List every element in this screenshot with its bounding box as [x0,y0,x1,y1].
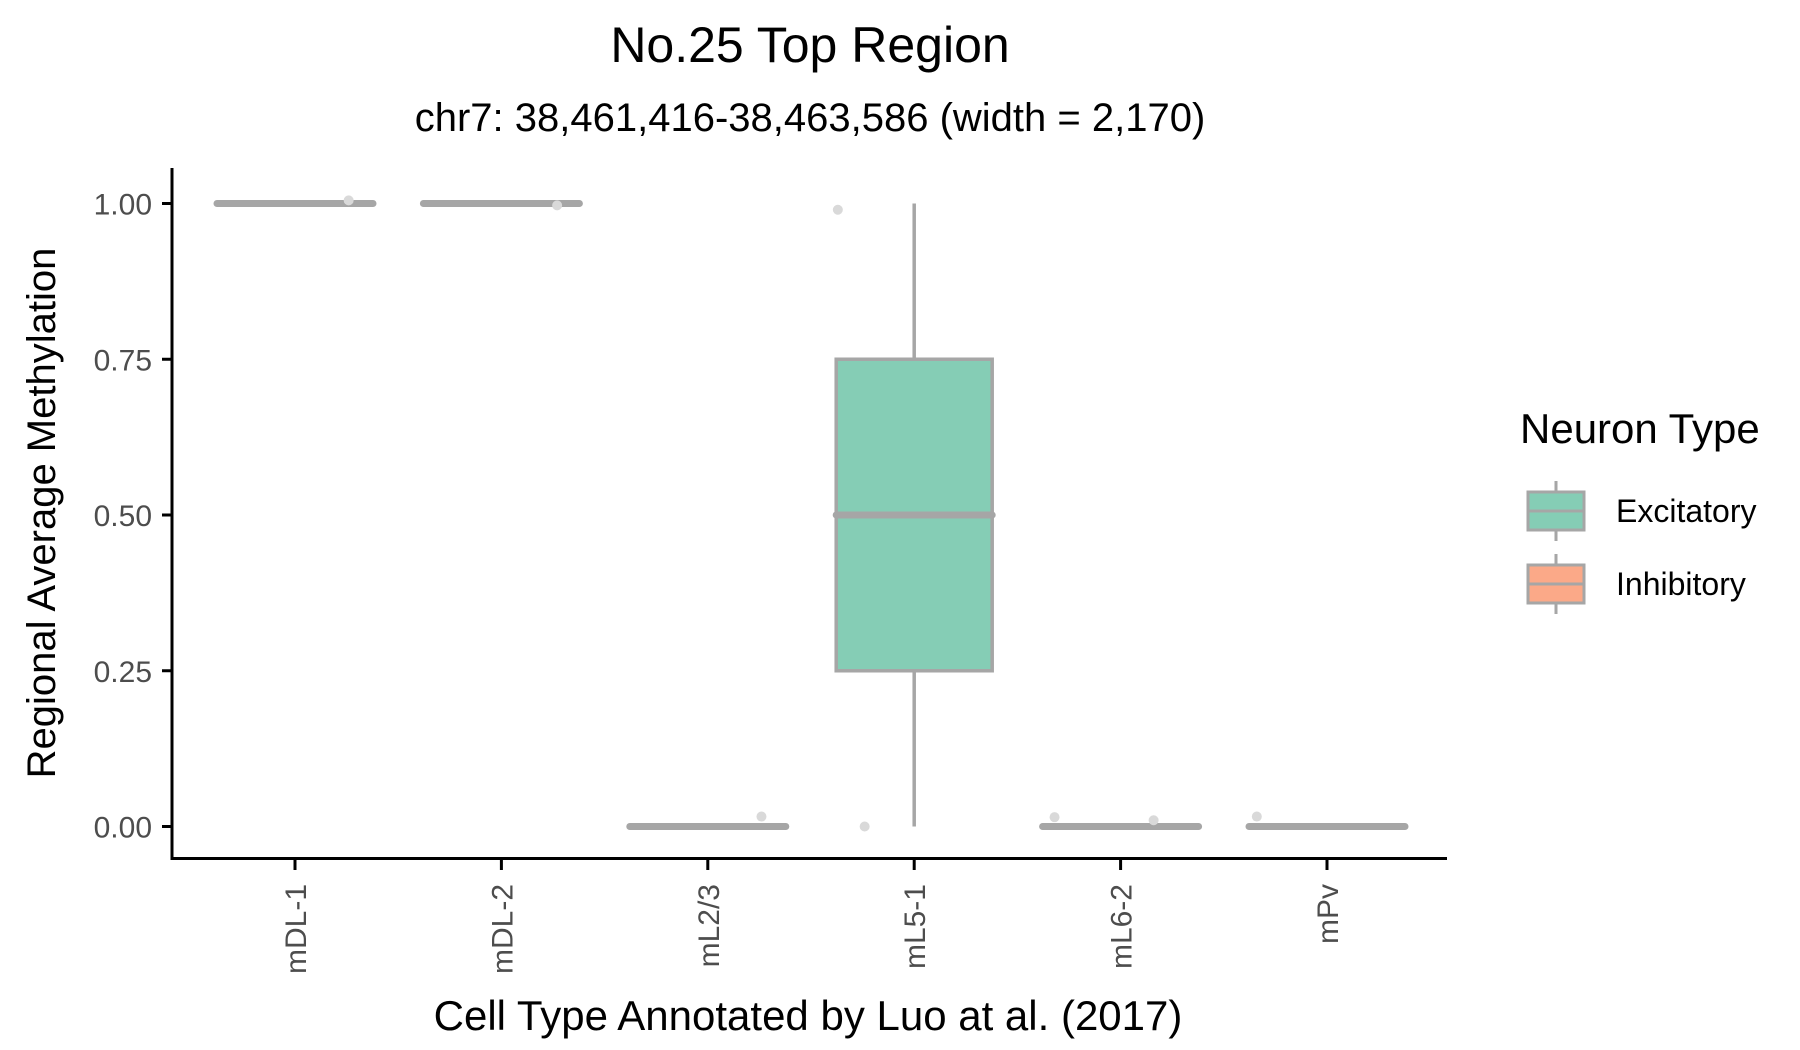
x-tick-label: mPv [1312,884,1345,944]
box-mL5-1 [832,203,996,827]
points-layer [343,195,1262,832]
legend-entries: Excitatory Inhibitory [1526,481,1756,614]
x-tick-label: mL5-1 [899,884,932,969]
y-tick-label: 0.75 [94,344,152,377]
y-tick-label: 0.25 [94,656,152,689]
x-axis-label: Cell Type Annotated by Luo at al. (2017) [434,992,1183,1039]
chart-title: No.25 Top Region [610,17,1009,73]
data-point [1148,815,1159,826]
x-tick-label: mL6-2 [1106,884,1139,969]
legend: Neuron Type Excitatory Inhibitory [1520,405,1760,614]
legend-title: Neuron Type [1520,405,1760,452]
y-tick-label: 1.00 [94,189,152,222]
data-point [1251,811,1262,822]
y-axis-label: Regional Average Methylation [20,248,64,779]
data-point [1049,812,1060,823]
y-tick-label: 0.00 [94,812,152,845]
legend-entry-excitatory: Excitatory [1526,481,1756,541]
data-point [552,200,563,211]
y-tick-label: 0.50 [94,500,152,533]
data-point [859,821,870,832]
x-tick-label: mL2/3 [693,884,726,967]
legend-entry-label: Excitatory [1616,493,1756,529]
data-point [832,204,843,215]
data-point [756,811,767,822]
legend-entry-inhibitory: Inhibitory [1526,554,1746,614]
legend-entry-label: Inhibitory [1616,566,1746,602]
boxes-layer [213,200,1409,830]
x-ticks-layer: mDL-1 mDL-2 mL2/3 mL5-1 mL6-2 mPv [280,860,1345,974]
x-tick-label: mDL-2 [486,884,519,974]
chart-subtitle: chr7: 38,461,416-38,463,586 (width = 2,1… [415,96,1206,140]
x-tick-label: mDL-1 [280,884,313,974]
y-ticks-layer: 0.00 0.25 0.50 0.75 1.00 [94,189,172,845]
data-point [343,195,354,206]
